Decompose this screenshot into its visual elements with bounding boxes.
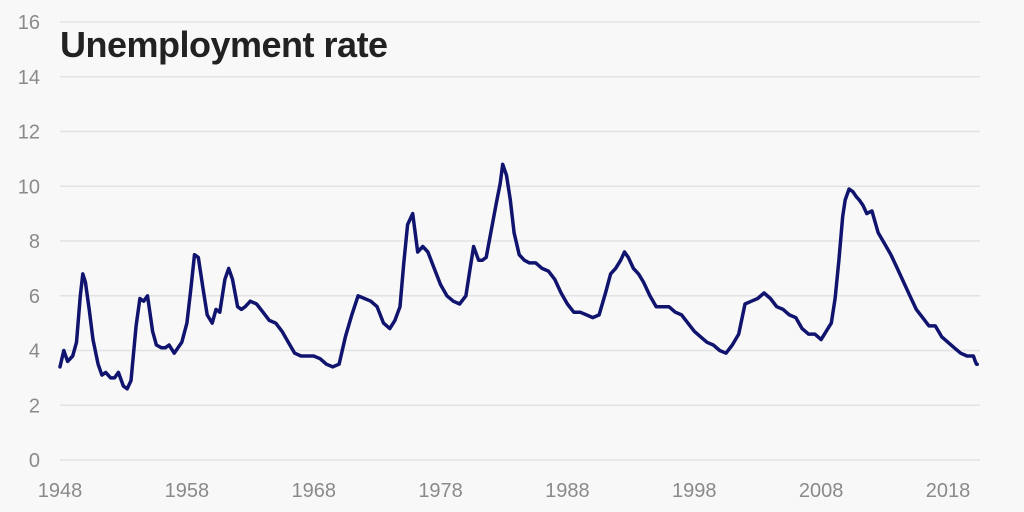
y-tick-label: 6 <box>29 286 40 308</box>
chart-title: Unemployment rate <box>60 24 388 65</box>
y-gridlines <box>60 21 980 461</box>
x-axis-ticks: 1948 1958 1968 1978 1988 1998 2008 2018 <box>38 480 971 502</box>
y-tick-label: 0 <box>29 450 40 472</box>
x-tick-label: 1998 <box>672 480 717 502</box>
y-axis-ticks: 0 2 4 6 8 10 12 14 16 <box>18 12 40 472</box>
y-tick-label: 4 <box>29 341 40 363</box>
x-tick-label: 1978 <box>418 480 463 502</box>
y-tick-label: 12 <box>18 122 40 144</box>
y-tick-label: 8 <box>29 231 40 253</box>
x-tick-label: 2018 <box>926 480 971 502</box>
y-tick-label: 16 <box>18 12 40 34</box>
y-tick-label: 2 <box>29 395 40 417</box>
unemployment-rate-line <box>58 162 979 391</box>
x-tick-label: 2008 <box>799 480 844 502</box>
y-tick-label: 10 <box>18 176 40 198</box>
y-tick-label: 14 <box>18 67 40 89</box>
x-tick-label: 1988 <box>545 480 590 502</box>
x-tick-label: 1948 <box>38 480 83 502</box>
x-tick-label: 1968 <box>291 480 336 502</box>
x-tick-label: 1958 <box>165 480 210 502</box>
